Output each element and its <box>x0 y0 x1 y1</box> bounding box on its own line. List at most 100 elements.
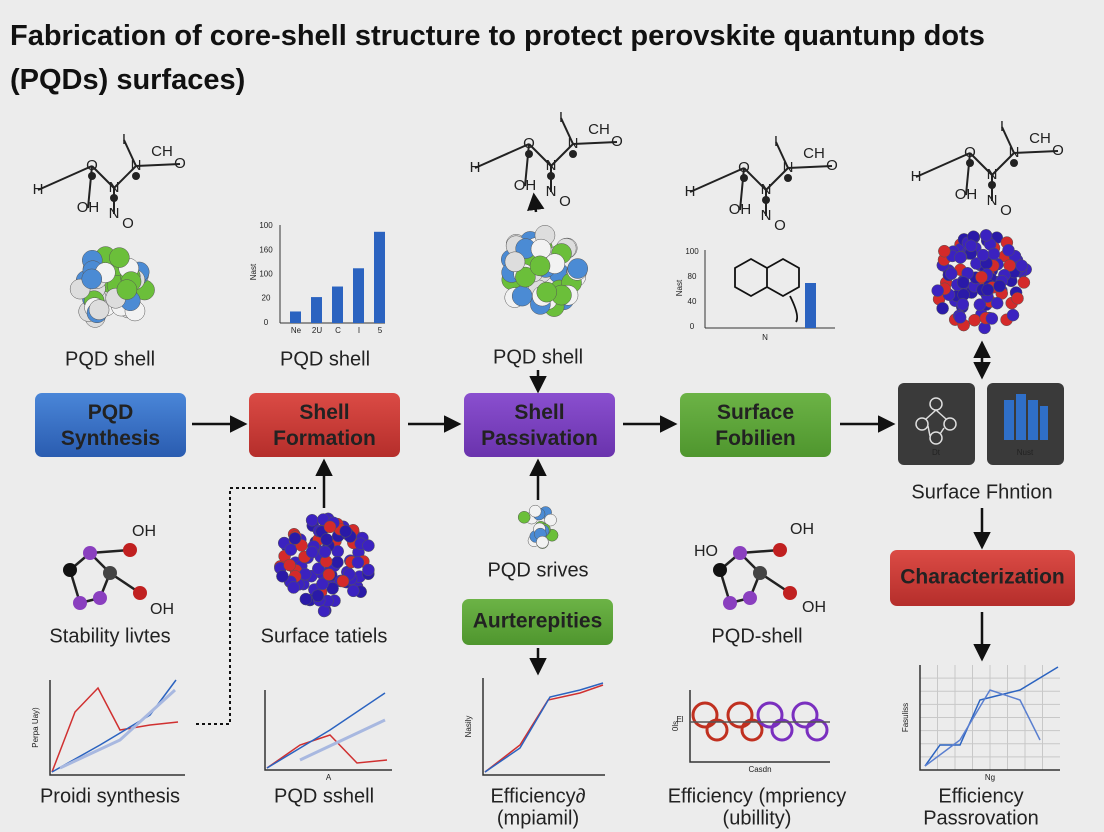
atom-label: N <box>546 183 557 200</box>
atom-label: O <box>86 157 98 174</box>
cluster-atom <box>351 556 365 569</box>
cluster-atom <box>964 239 978 253</box>
ring <box>805 718 829 742</box>
atom-label: OH <box>150 601 174 618</box>
bar <box>374 231 385 323</box>
tick-label: 100 <box>259 270 273 279</box>
icon-edge <box>935 409 947 420</box>
step-label: Shell Formation <box>273 401 376 450</box>
caption: PQD srives <box>487 559 588 581</box>
step-box <box>464 393 615 457</box>
step-label: Surface Fobilien <box>715 401 796 450</box>
ring <box>726 701 754 729</box>
caption: Surface tatiels <box>261 625 388 647</box>
atom-label: O <box>738 159 750 176</box>
cluster-atom <box>957 276 970 289</box>
caption: PQD sshell <box>274 785 374 807</box>
mini-line-chart <box>482 678 605 776</box>
atom-label: CH <box>1029 130 1051 147</box>
bond <box>550 143 574 167</box>
atom-label: O <box>611 133 623 150</box>
axis-label: A <box>326 773 332 782</box>
atom-label: O <box>559 193 571 210</box>
bond <box>689 167 745 193</box>
cluster-atom <box>336 574 350 588</box>
mini-line-chart <box>689 690 830 763</box>
cluster-atom <box>320 533 333 546</box>
line <box>59 688 177 770</box>
icon-node <box>915 417 929 431</box>
atom-label: OH <box>132 523 156 540</box>
atom-node <box>88 172 96 180</box>
atom-label: N <box>109 205 120 222</box>
atom-node <box>966 159 974 167</box>
cluster-atom <box>567 258 588 279</box>
cluster-atom <box>953 311 967 324</box>
bond <box>915 152 971 178</box>
tick-label: 160 <box>259 245 273 254</box>
cluster-atom <box>993 279 1006 293</box>
caption: Proidi synthesis <box>40 785 180 807</box>
icon-edge <box>939 427 945 435</box>
step-label-line: Formation <box>273 427 376 450</box>
network-icon <box>915 397 957 445</box>
cluster-atom <box>979 229 993 242</box>
cluster-atom <box>1002 243 1015 257</box>
caption: PQD shell <box>493 346 583 368</box>
cluster-atom <box>299 592 313 606</box>
cluster-atom <box>347 584 360 598</box>
atom-label: HO <box>694 543 718 560</box>
cluster-atom <box>976 248 990 262</box>
cluster-atom <box>316 577 329 591</box>
atom-node <box>773 543 787 557</box>
step-label-line: Fobilien <box>715 427 796 450</box>
caption: Passrovation <box>923 807 1039 829</box>
bond <box>560 117 574 145</box>
tick-label: 40 <box>688 297 697 306</box>
cluster-atom <box>936 302 949 315</box>
cluster-atom <box>504 251 526 273</box>
line <box>484 682 604 773</box>
atom-label: I <box>122 131 126 148</box>
icon-edge <box>925 409 937 420</box>
cluster-atom <box>305 513 319 527</box>
cluster-atom <box>938 244 951 258</box>
atom-node <box>110 194 118 202</box>
cluster-atom <box>305 545 319 559</box>
icon-label: Dt <box>932 448 941 457</box>
atom-node <box>93 591 107 605</box>
cluster-atom <box>931 284 944 297</box>
cluster-atom <box>284 543 298 556</box>
atom-label: I <box>1000 118 1004 135</box>
caption: (ubillity) <box>723 807 792 829</box>
axis-label: Fasuliss <box>901 703 910 732</box>
step-label-line: Shell <box>299 401 349 424</box>
atom-label: H <box>911 168 922 185</box>
atom-label: H <box>470 159 481 176</box>
caption: Efficiency∂ <box>490 785 585 807</box>
cluster-atom <box>287 581 300 594</box>
tick-label: Ne <box>291 326 302 335</box>
step-label-line: PQD <box>88 401 134 424</box>
caption: (mpiamil) <box>497 807 579 829</box>
cluster-atom <box>975 270 988 284</box>
icon-edge <box>927 425 931 437</box>
naphthalene <box>734 257 800 323</box>
line <box>266 692 386 769</box>
atom-label: I <box>774 133 778 150</box>
step-box <box>35 393 186 457</box>
step-label-line: Passivation <box>481 427 598 450</box>
bar <box>805 283 816 328</box>
caption: Surface Fhntion <box>911 481 1052 503</box>
line <box>299 718 386 762</box>
axis <box>482 678 605 776</box>
cluster-atom <box>318 545 332 559</box>
atom-label: OH <box>514 177 537 194</box>
tick-label: El <box>676 715 683 724</box>
atom-label: OH <box>802 599 826 616</box>
atom-label: N <box>987 166 998 183</box>
atom-label: N <box>761 207 772 224</box>
cluster-atom <box>945 267 958 280</box>
